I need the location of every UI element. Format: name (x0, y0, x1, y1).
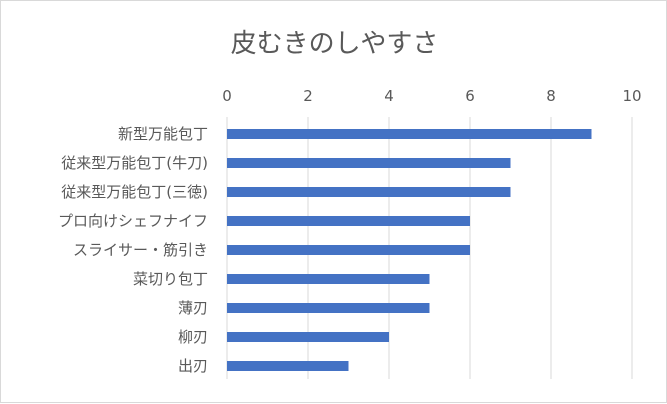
category-label: 従来型万能包丁(三徳) (61, 183, 208, 201)
bar (227, 129, 592, 139)
chart-title: 皮むきのしやすさ (230, 29, 439, 59)
bar (227, 332, 389, 342)
bar (227, 158, 511, 168)
bar (227, 361, 349, 371)
category-label: 薄刃 (178, 299, 208, 317)
x-tick-label: 0 (222, 87, 232, 105)
bar (227, 216, 470, 226)
bar-series (227, 129, 592, 371)
category-label: スライサー・筋引き (73, 241, 208, 259)
category-label: 出刃 (178, 357, 208, 375)
x-tick-label: 8 (546, 87, 556, 105)
x-tick-label: 4 (384, 87, 394, 105)
bar (227, 303, 430, 313)
category-label: 柳刃 (178, 328, 208, 346)
bar (227, 245, 470, 255)
bar (227, 274, 430, 284)
category-label: 従来型万能包丁(牛刀) (61, 154, 208, 172)
x-tick-label: 2 (303, 87, 313, 105)
x-axis-ticks: 0 2 4 6 8 10 (222, 87, 641, 105)
category-label: プロ向けシェフナイフ (58, 212, 208, 230)
x-tick-label: 10 (622, 87, 641, 105)
bar (227, 187, 511, 197)
category-label: 菜切り包丁 (133, 270, 208, 288)
x-tick-label: 6 (465, 87, 475, 105)
category-label: 新型万能包丁 (118, 125, 208, 143)
